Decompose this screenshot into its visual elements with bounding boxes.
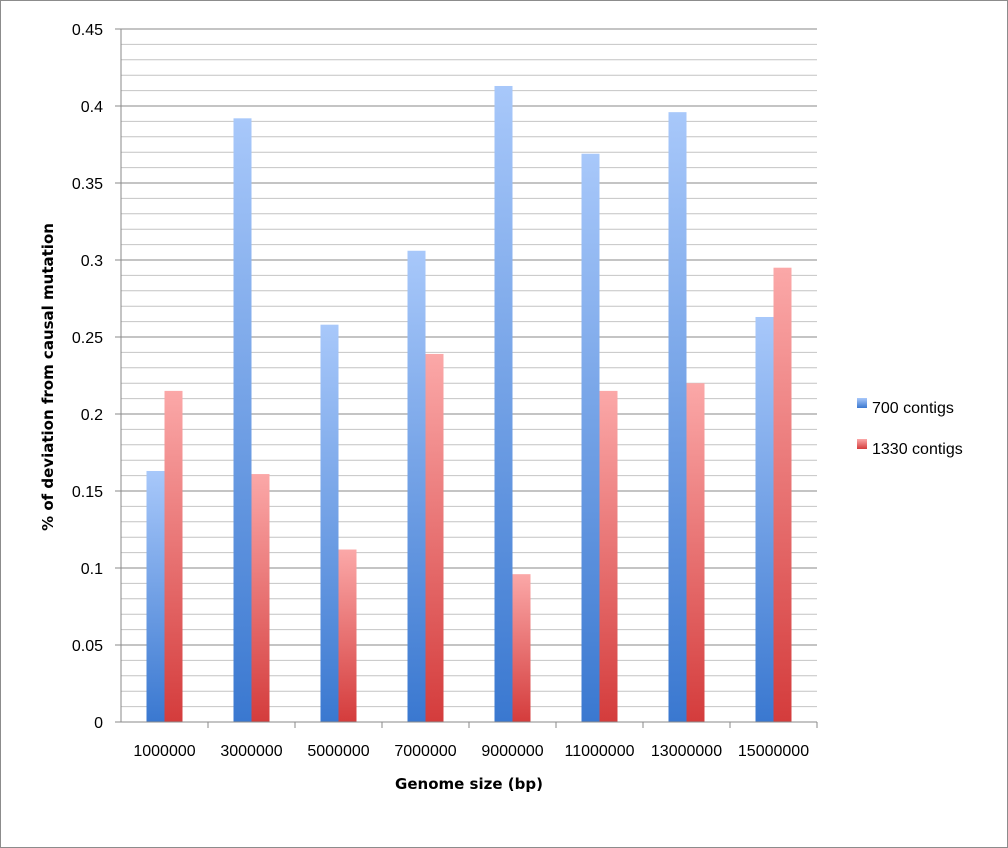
x-tick-label: 13000000 — [651, 743, 722, 760]
legend-swatch — [857, 439, 867, 449]
bar-series-2 — [425, 353, 444, 722]
bar-series-2 — [773, 267, 792, 722]
bar-series-2 — [338, 549, 357, 722]
tick-labels: 0 0.05 0.1 0.15 0.2 0.25 0.3 0.35 0.4 0.45 1000000… — [72, 22, 809, 760]
gridlines — [121, 28, 817, 708]
bar-series-1 — [494, 85, 513, 723]
bar-series-1 — [233, 118, 252, 722]
legend: 700 contigs 1330 contigs — [857, 398, 963, 458]
bar-series-2 — [512, 574, 531, 722]
axes — [115, 28, 818, 728]
bar-series-2 — [686, 383, 705, 722]
y-tick-label: 0.05 — [72, 638, 103, 655]
x-tick-label: 11000000 — [565, 743, 635, 760]
bar-series-2 — [251, 474, 270, 722]
bar-series-2 — [164, 390, 183, 722]
x-tick-label: 9000000 — [481, 743, 543, 760]
y-tick-label: 0.4 — [81, 99, 103, 116]
y-tick-label: 0.3 — [81, 253, 103, 270]
y-tick-label: 0.1 — [81, 561, 103, 578]
y-tick-label: 0.35 — [72, 176, 103, 193]
bar-series-1 — [320, 324, 339, 722]
x-tick-label: 3000000 — [220, 743, 282, 760]
y-tick-label: 0.15 — [72, 484, 103, 501]
x-tick-label: 7000000 — [394, 743, 456, 760]
bar-series-1 — [755, 316, 774, 722]
legend-label: 700 contigs — [872, 400, 954, 417]
bar-series-2 — [599, 390, 618, 722]
x-axis-title: Genome size (bp) — [395, 775, 543, 793]
bar-series-1 — [146, 470, 165, 722]
bar-series-1 — [407, 250, 426, 722]
x-tick-label: 15000000 — [738, 743, 809, 760]
y-tick-label: 0.2 — [81, 407, 103, 424]
y-tick-label: 0.45 — [72, 22, 103, 39]
x-tick-label: 5000000 — [307, 743, 369, 760]
bars — [146, 85, 792, 723]
x-tick-label: 1000000 — [133, 743, 195, 760]
y-axis-title: % of deviation from causal mutation — [39, 223, 57, 531]
legend-swatch — [857, 398, 867, 408]
y-tick-label: 0.25 — [72, 330, 103, 347]
bar-series-1 — [581, 153, 600, 723]
y-tick-label: 0 — [94, 715, 103, 732]
legend-label: 1330 contigs — [872, 441, 963, 458]
bar-series-1 — [668, 112, 687, 722]
